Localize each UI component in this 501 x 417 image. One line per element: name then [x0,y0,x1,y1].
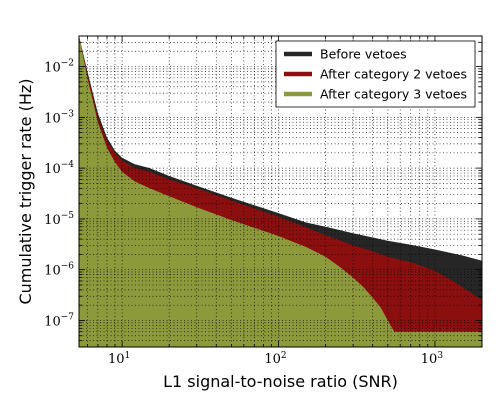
x-axis-label: L1 signal-to-noise ratio (SNR) [163,372,398,391]
legend-label-1: Before vetoes [320,47,407,62]
y-tick-label: 10−4 [44,160,74,177]
x-tick-label: 102 [264,351,286,367]
tick-labels: 101 102 103 10−7 10−6 10−5 10−4 10−3 10−2 [44,59,443,367]
legend: Before vetoes After category 2 vetoes Afte… [275,40,476,108]
y-tick-label: 10−7 [44,312,74,329]
y-tick-label: 10−2 [44,59,74,76]
y-axis-label: Cumulative trigger rate (Hz) [16,78,35,304]
y-tick-label: 10−6 [44,262,74,279]
series-layer [79,36,482,347]
axes-layer [78,35,483,348]
legend-label-2: After category 2 vetoes [320,67,467,82]
series-area-3 [79,36,482,347]
y-tick-label: 10−3 [44,109,74,126]
legend-label-3: After category 3 vetoes [320,87,467,102]
x-tick-label: 103 [421,351,444,367]
x-tick-label: 101 [108,351,130,367]
y-tick-label: 10−5 [44,211,74,228]
plot-frame [78,35,483,348]
